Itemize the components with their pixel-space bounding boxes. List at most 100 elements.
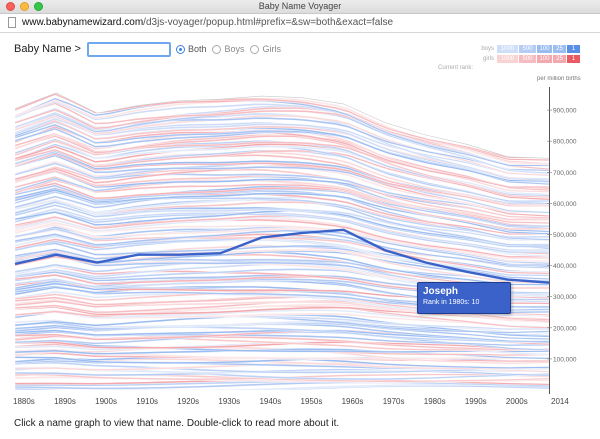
- rank-cell: 100: [537, 44, 552, 53]
- radio-both-circle-icon[interactable]: [175, 44, 185, 54]
- name-band[interactable]: [15, 106, 549, 170]
- x-tick-label[interactable]: 1910s: [136, 397, 158, 406]
- name-band[interactable]: [15, 384, 549, 392]
- name-band[interactable]: [15, 268, 549, 296]
- name-bands[interactable]: [15, 91, 549, 392]
- x-tick-label[interactable]: 1930s: [218, 397, 240, 406]
- x-tick-label[interactable]: 1970s: [383, 397, 405, 406]
- rank-cell: 1: [567, 54, 580, 63]
- radio-girls-circle-icon[interactable]: [250, 44, 260, 54]
- x-tick-label[interactable]: 1880s: [13, 397, 35, 406]
- name-band[interactable]: [15, 161, 549, 214]
- x-tick-label[interactable]: 1920s: [177, 397, 199, 406]
- name-band[interactable]: [15, 134, 549, 192]
- radio-boys-circle-icon[interactable]: [212, 44, 222, 54]
- rank-cell: 1000: [497, 54, 518, 63]
- name-band[interactable]: [15, 207, 549, 252]
- name-band[interactable]: [15, 366, 549, 374]
- name-band[interactable]: [15, 127, 549, 186]
- rank-legend-boys-label: boys: [481, 45, 494, 52]
- name-band[interactable]: [15, 234, 549, 269]
- name-band[interactable]: [15, 263, 549, 297]
- baby-name-label: Baby Name >: [14, 43, 81, 55]
- name-band[interactable]: [15, 209, 549, 250]
- name-band[interactable]: [15, 310, 549, 329]
- window-title: Baby Name Voyager: [258, 1, 342, 11]
- y-tick-label: 300,000: [553, 294, 577, 301]
- x-tick-label[interactable]: 2000s: [506, 397, 528, 406]
- x-tick-label[interactable]: 1990s: [465, 397, 487, 406]
- name-band[interactable]: [15, 114, 549, 176]
- name-band[interactable]: [15, 383, 549, 390]
- x-tick-label[interactable]: 1980s: [424, 397, 446, 406]
- x-axis-ticks: 1880s 1890s 1900s 1910s 1920s 1930s 1940s 1950s…: [13, 397, 569, 406]
- name-band[interactable]: [15, 119, 549, 181]
- y-tick-label: 100,000: [553, 356, 577, 363]
- y-tick-label: 800,000: [553, 139, 577, 146]
- zoom-window-button[interactable]: [34, 2, 43, 11]
- name-band[interactable]: [15, 223, 549, 260]
- radio-both[interactable]: Both: [175, 44, 207, 54]
- rank-legend-girls-row: girls 1000 500 100 25 1: [470, 54, 581, 63]
- name-stream-chart[interactable]: 100,000 200,000 300,000 400,000 500,000 600,0…: [0, 76, 600, 416]
- radio-both-label: Both: [187, 44, 207, 54]
- radio-boys[interactable]: Boys: [212, 44, 244, 54]
- name-band[interactable]: [15, 226, 549, 267]
- y-tick-label: 600,000: [553, 201, 577, 208]
- baby-name-input[interactable]: [86, 41, 171, 57]
- name-band[interactable]: [15, 100, 549, 167]
- name-band[interactable]: [15, 278, 549, 303]
- y-tick-label: 500,000: [553, 232, 577, 239]
- radio-boys-label: Boys: [224, 44, 245, 54]
- name-band[interactable]: [15, 148, 549, 201]
- name-band[interactable]: [15, 102, 549, 165]
- x-tick-label[interactable]: 1900s: [95, 397, 117, 406]
- name-band[interactable]: [15, 196, 549, 242]
- name-band[interactable]: [15, 169, 549, 219]
- name-band[interactable]: [15, 329, 549, 344]
- tooltip-rank: Rank in 1980s: 10: [423, 299, 480, 306]
- address-bar[interactable]: www.babynamewizard.com/d3js-voyager/popu…: [0, 14, 600, 33]
- search-controls: Baby Name > Both Boys Girls: [14, 41, 287, 57]
- name-band[interactable]: [15, 154, 549, 207]
- rank-cell: 1: [567, 44, 580, 53]
- rank-cell: 25: [553, 44, 566, 53]
- minimize-window-button[interactable]: [20, 2, 29, 11]
- name-band[interactable]: [15, 151, 549, 206]
- y-tick-label: 900,000: [553, 108, 577, 115]
- name-band[interactable]: [15, 214, 549, 255]
- y-axis-ticks: 100,000 200,000 300,000 400,000 500,000 600,0…: [547, 108, 577, 363]
- rank-cell: 100: [537, 54, 552, 63]
- name-band[interactable]: [15, 165, 549, 217]
- name-band[interactable]: [15, 265, 549, 297]
- instructions-text: Click a name graph to view that name. Do…: [14, 418, 340, 429]
- name-band[interactable]: [15, 242, 549, 274]
- name-band[interactable]: [15, 187, 549, 233]
- rank-cell: 500: [519, 54, 536, 63]
- x-tick-label[interactable]: 2014: [551, 397, 569, 406]
- name-band[interactable]: [15, 279, 549, 305]
- name-band[interactable]: [15, 273, 549, 300]
- name-band[interactable]: [15, 361, 549, 374]
- name-band[interactable]: [15, 229, 549, 268]
- url-domain: www.babynamewizard.com: [22, 17, 144, 28]
- x-tick-label[interactable]: 1960s: [342, 397, 364, 406]
- name-band[interactable]: [15, 198, 549, 241]
- highlighted-name-line[interactable]: [14, 228, 550, 284]
- x-tick-label[interactable]: 1950s: [301, 397, 323, 406]
- url-path: /d3js-voyager/popup.html#prefix=&sw=both…: [143, 17, 394, 28]
- name-band[interactable]: [15, 296, 549, 317]
- close-window-button[interactable]: [6, 2, 15, 11]
- name-tooltip: Joseph Rank in 1980s: 10: [417, 282, 511, 314]
- url-text[interactable]: www.babynamewizard.com/d3js-voyager/popu…: [22, 14, 393, 32]
- radio-girls[interactable]: Girls: [250, 44, 281, 54]
- name-band[interactable]: [15, 254, 549, 286]
- name-band[interactable]: [15, 93, 549, 161]
- name-band[interactable]: [15, 182, 549, 228]
- x-tick-label[interactable]: 1940s: [259, 397, 281, 406]
- x-tick-label[interactable]: 1890s: [54, 397, 76, 406]
- name-band[interactable]: [15, 341, 549, 352]
- name-band[interactable]: [15, 176, 549, 224]
- rank-cell: 500: [519, 44, 536, 53]
- name-band[interactable]: [15, 170, 549, 219]
